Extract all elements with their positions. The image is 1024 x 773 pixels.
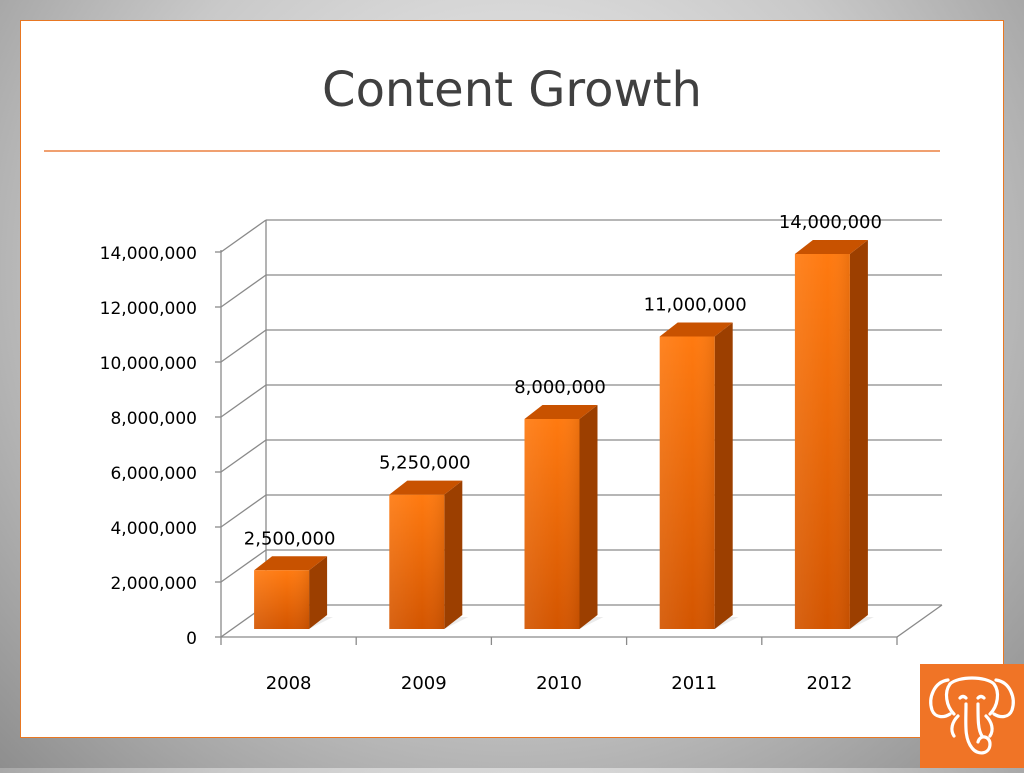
data-label: 5,250,000	[379, 453, 471, 474]
elephant-icon	[929, 676, 1015, 755]
bar-highlight	[659, 336, 715, 629]
bar-highlight	[254, 570, 310, 629]
data-label: 14,000,000	[779, 212, 882, 233]
gridline-diagonal	[220, 274, 267, 308]
bar-top	[389, 480, 463, 495]
y-tick-label: 10,000,000	[100, 354, 197, 374]
bar-side	[579, 405, 598, 629]
x-tick-label: 2012	[806, 673, 852, 694]
bar-side	[849, 240, 868, 629]
data-label: 8,000,000	[514, 377, 606, 398]
y-tick-label: 12,000,000	[100, 299, 197, 319]
x-tick-label: 2008	[266, 673, 312, 694]
floor-edge	[896, 604, 943, 638]
y-tick-label: 0	[186, 629, 197, 649]
bar-top	[794, 240, 868, 254]
chart-labels: 0 2,000,000 4,000,000 6,000,000 8,000,000 10,…	[100, 212, 882, 694]
data-label: 2,500,000	[244, 528, 336, 549]
x-tick-label: 2010	[536, 673, 582, 694]
data-label: 11,000,000	[644, 295, 747, 316]
chart-axes	[215, 250, 898, 645]
bar-top	[659, 322, 733, 337]
chart-bars	[254, 240, 874, 629]
page-title: Content Growth	[322, 62, 702, 118]
gridline-diagonal	[220, 384, 267, 418]
x-tick-label: 2011	[671, 673, 717, 694]
bar-side	[444, 480, 463, 629]
gridline-diagonal	[220, 219, 267, 253]
y-tick-label: 6,000,000	[110, 464, 197, 484]
gridline-diagonal	[220, 494, 267, 528]
gridline-diagonal	[220, 549, 267, 583]
gridline-diagonal	[220, 329, 267, 363]
y-tick-label: 4,000,000	[110, 519, 197, 539]
bar-highlight	[524, 419, 580, 629]
x-tick-label: 2009	[401, 673, 447, 694]
bar-highlight	[389, 494, 445, 629]
y-tick-label: 14,000,000	[100, 244, 197, 264]
bar-top	[524, 405, 598, 419]
bar-top	[254, 556, 328, 571]
y-tick-label: 2,000,000	[110, 574, 197, 594]
y-tick-label: 8,000,000	[110, 409, 197, 429]
gridline-diagonal	[220, 439, 267, 473]
company-logo	[920, 664, 1024, 768]
bar-side	[714, 322, 733, 629]
bar-highlight	[794, 254, 850, 629]
title-divider	[44, 150, 940, 152]
bar-side	[309, 556, 328, 629]
